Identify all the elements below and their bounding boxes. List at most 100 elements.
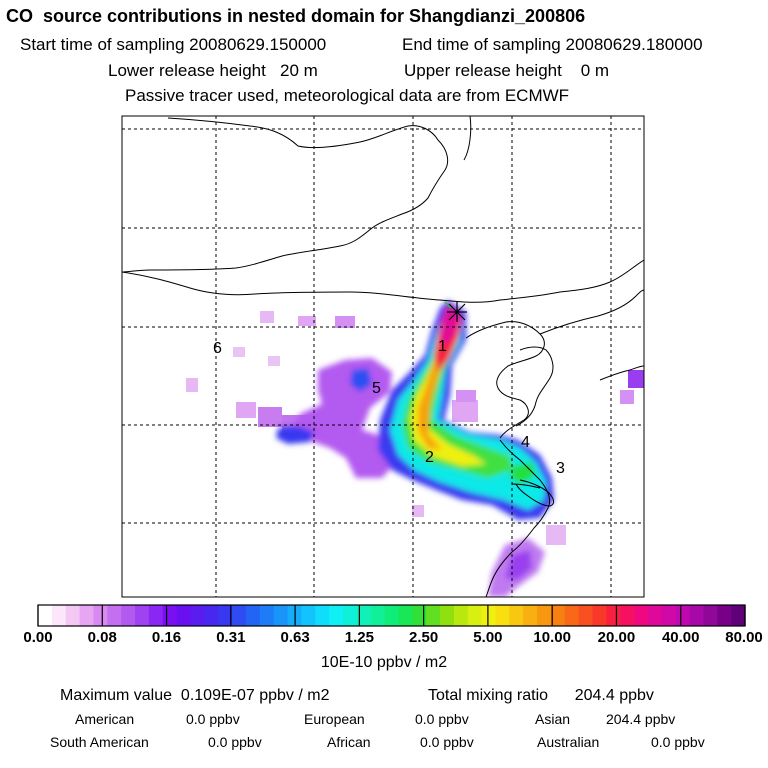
region-value-australian: 0.0 ppbv [651, 734, 705, 750]
colorbar-cell [495, 605, 510, 626]
colorbar-units: 10E-10 ppbv / m2 [320, 654, 448, 671]
colorbar-cell [51, 605, 67, 626]
colorbar-tick-label: 5.00 [473, 629, 503, 646]
colorbar-tick-label: 0.31 [216, 629, 246, 646]
upper-height-label: Upper release height [404, 61, 562, 80]
colorbar-cell [550, 605, 566, 626]
colorbar-frame [37, 604, 746, 627]
colorbar-cell [356, 605, 372, 626]
max-value-line: Maximum value 0.109E-07 ppbv / m2 [60, 687, 329, 705]
colorbar-cell [38, 605, 53, 626]
colorbar-tick-label: 0.16 [151, 629, 182, 646]
colorbar-cell [426, 605, 441, 626]
colorbar-cell [121, 605, 136, 626]
colorbar-cell [148, 605, 164, 626]
colorbar-cell [190, 605, 205, 626]
region-label-3: 3 [556, 460, 565, 477]
region-label-5: 5 [372, 380, 381, 397]
region-name-american: American [75, 711, 135, 727]
colorbar-cell [342, 605, 358, 626]
colorbar-cell [620, 605, 635, 626]
colorbar-cell [204, 605, 219, 626]
lat-lon-grid [122, 116, 644, 597]
colorbar-cell [398, 605, 413, 626]
colorbar-cell [509, 605, 524, 626]
colorbar-cell [467, 605, 483, 626]
region-label-4: 4 [521, 434, 530, 451]
end-time-value: 20080629.180000 [565, 35, 703, 54]
colorbar-cell [315, 605, 330, 626]
colorbar-cell [731, 605, 746, 626]
colorbar-cell [592, 605, 607, 626]
colorbar-cell [564, 605, 580, 626]
colorbar-cell [717, 605, 732, 626]
total-mixing-value: 204.4 ppbv [574, 687, 654, 704]
region-label-1: 1 [438, 338, 447, 355]
upper-height-line: Upper release height 0 m [404, 61, 768, 81]
region-value-european: 0.0 ppbv [415, 711, 469, 727]
region-name-south-american: South American [50, 734, 149, 750]
colorbar-tick-label: 0.08 [87, 629, 117, 646]
colorbar-cell [259, 605, 275, 626]
colorbar-cell [370, 605, 386, 626]
colorbar-cell [481, 605, 497, 626]
colorbar-cell [675, 605, 691, 626]
colorbar-cell [606, 605, 621, 626]
max-value: 0.109E-07 ppbv / m2 [180, 687, 330, 704]
coastlines [122, 116, 644, 597]
concentration-field [186, 300, 644, 597]
colorbar-cell [65, 605, 81, 626]
colorbar-cell [176, 605, 192, 626]
region-label-2: 2 [425, 449, 434, 466]
region-value-african: 0.0 ppbv [420, 734, 474, 750]
colorbar-tick-label: 1.25 [344, 629, 374, 646]
start-time-value: 20080629.150000 [189, 35, 327, 54]
max-value-label: Maximum value [60, 687, 173, 704]
colorbar-tick-label: 2.50 [409, 629, 439, 646]
colorbar-cell [537, 605, 552, 626]
tracer-note: Passive tracer used, meteorological data… [125, 86, 570, 105]
colorbar-cell [93, 605, 108, 626]
colorbar-cell [578, 605, 594, 626]
colorbar [37, 605, 746, 626]
colorbar-tick-label: 80.00 [725, 629, 763, 646]
colorbar-cell [440, 605, 455, 626]
colorbar-cell [273, 605, 289, 626]
lower-height-value: 20 m [280, 61, 318, 80]
total-mixing-label: Total mixing ratio [428, 687, 549, 704]
colorbar-cell [689, 605, 705, 626]
colorbar-tick-label: 0.00 [23, 629, 53, 646]
lower-height-label: Lower release height [108, 61, 266, 80]
colorbar-tick-label: 40.00 [661, 629, 700, 646]
colorbar-tick-label: 10.00 [533, 629, 571, 646]
colorbar-cell [218, 605, 233, 626]
region-value-american: 0.0 ppbv [186, 711, 240, 727]
upper-height-value: 0 m [580, 61, 610, 80]
colorbar-cell [162, 605, 178, 626]
colorbar-cell [329, 605, 344, 626]
colorbar-tick-label: 0.63 [280, 629, 310, 646]
colorbar-cell [301, 605, 316, 626]
map-title: CO source contributions in nested domain… [6, 6, 586, 26]
colorbar-cell [107, 605, 122, 626]
colorbar-cell [135, 605, 150, 626]
colorbar-cell [661, 605, 677, 626]
region-value-south-american: 0.0 ppbv [208, 734, 262, 750]
colorbar-cell [703, 605, 718, 626]
sampling-time-line: Start time of sampling 20080629.150000 [20, 35, 768, 55]
region-labels: 1 2 3 4 5 6 [213, 338, 565, 477]
colorbar-cell [453, 605, 469, 626]
lower-height-line: Lower release height 20 m [108, 61, 408, 81]
colorbar-cell [245, 605, 261, 626]
station-marker-icon [444, 301, 467, 322]
region-name-australian: Australian [537, 734, 600, 750]
start-time-label: Start time of sampling [20, 35, 185, 54]
region-name-asian: Asian [535, 711, 571, 727]
end-time-line: End time of sampling 20080629.180000 [402, 35, 768, 55]
colorbar-cell [523, 605, 538, 626]
colorbar-cell [647, 605, 663, 626]
end-time-label: End time of sampling [402, 35, 561, 54]
region-value-asian: 204.4 ppbv [606, 711, 676, 727]
region-name-african: African [327, 734, 371, 750]
